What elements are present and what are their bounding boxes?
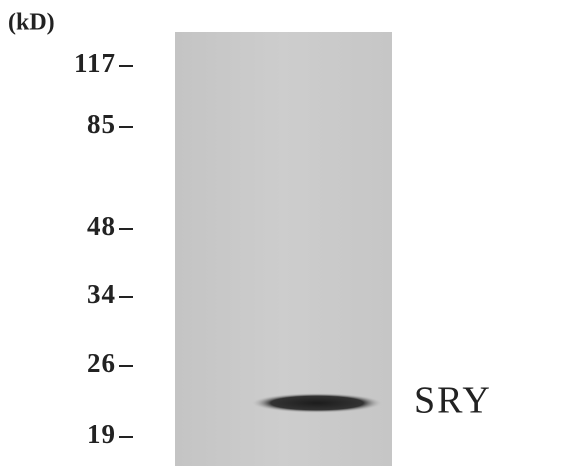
marker-label: 34 bbox=[87, 279, 116, 309]
marker-label: 85 bbox=[87, 109, 116, 139]
unit-label: (kD) bbox=[8, 10, 55, 36]
protein-band bbox=[251, 393, 383, 413]
band-label: SRY bbox=[414, 380, 492, 422]
blot-figure: (kD) 117 85 48 34 26 19 SRY bbox=[0, 0, 579, 466]
marker-label: 19 bbox=[87, 419, 116, 449]
marker-label: 26 bbox=[87, 348, 116, 378]
marker-ladder: 117 85 48 34 26 19 bbox=[74, 48, 133, 449]
marker-label: 48 bbox=[87, 211, 116, 241]
marker-label: 117 bbox=[74, 48, 116, 78]
